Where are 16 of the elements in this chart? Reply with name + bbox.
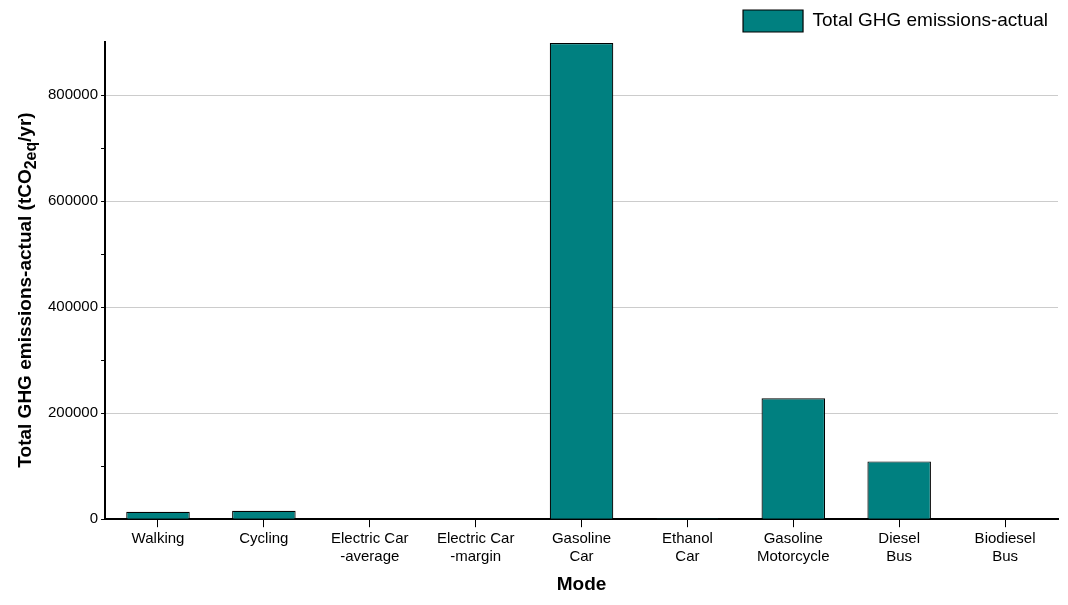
x-tick-label: Gasoline Car (551, 529, 612, 565)
x-tick-label: Cycling (239, 529, 289, 547)
x-axis-title: Mode (556, 572, 607, 594)
x-tick-label: Walking (131, 529, 185, 547)
x-tick-label: Ethanol Car (661, 529, 713, 565)
y-tick-label: 0 (89, 509, 99, 527)
y-tick-label: 200000 (47, 403, 99, 421)
y-tick-label: 600000 (47, 191, 99, 209)
x-tick-label: Biodiesel Bus (974, 529, 1036, 565)
x-tick-label: Diesel Bus (878, 529, 921, 565)
y-tick-label: 400000 (47, 297, 99, 315)
y-tick-label: 800000 (47, 85, 99, 103)
x-tick-label: Electric Car -margin (436, 529, 515, 565)
x-tick-label: Gasoline Motorcycle (757, 529, 830, 565)
legend-label: Total GHG emissions-actual (812, 9, 1048, 31)
x-tick-label: Electric Car -average (331, 529, 409, 565)
